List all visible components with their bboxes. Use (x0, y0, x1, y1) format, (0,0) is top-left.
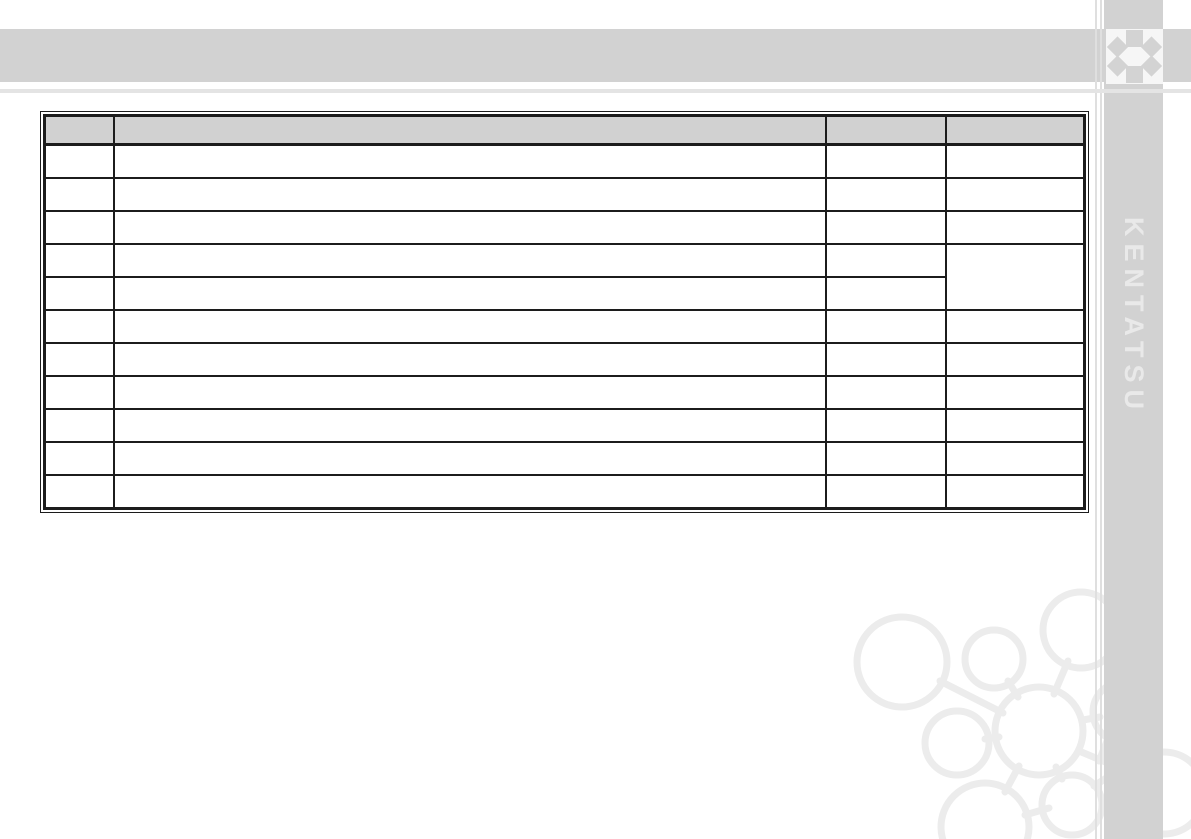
table-row (43, 441, 1086, 476)
header-band (0, 29, 1191, 82)
table-cell (944, 177, 1086, 212)
table-cell (944, 408, 1086, 443)
data-table-container (40, 111, 1089, 513)
kentatsu-logo-tile (1106, 29, 1163, 84)
table-cell (112, 243, 827, 278)
table-cell (824, 177, 947, 212)
table-cell (112, 276, 827, 311)
table-row (43, 276, 1085, 311)
table-header-cell (824, 114, 947, 146)
table-row (43, 408, 1086, 443)
brand-vertical-text: KENTATSU (1119, 216, 1149, 416)
table-cell (944, 243, 1086, 311)
table-cell (824, 309, 947, 344)
table-row (43, 243, 1086, 311)
table-cell (944, 143, 1086, 179)
molecule-decoration (853, 588, 1191, 839)
vertical-rule-inner (1100, 0, 1102, 839)
table-cell (824, 276, 947, 311)
table-row (43, 309, 1086, 344)
table-cell (112, 375, 827, 410)
table-cell (824, 243, 947, 278)
table-cell (43, 309, 115, 344)
table-header-cell (43, 114, 115, 146)
table-cell (824, 375, 947, 410)
table-row (43, 143, 1086, 179)
table-cell (43, 177, 115, 212)
table-cell (824, 143, 947, 179)
table-header-cell (944, 114, 1086, 146)
horizontal-rule (0, 89, 1191, 93)
table-cell (944, 375, 1086, 410)
table-cell (944, 210, 1086, 245)
table-cell (43, 474, 115, 510)
vertical-rule-outer (1095, 0, 1097, 839)
table-cell (824, 408, 947, 443)
table-cell (824, 474, 947, 510)
table-cell (112, 408, 827, 443)
table-cell (43, 143, 115, 179)
table-cell (43, 441, 115, 476)
table-row (43, 342, 1086, 377)
table-cell (944, 342, 1086, 377)
table-row (43, 375, 1086, 410)
table-cell (824, 210, 947, 245)
table-cell (112, 210, 827, 245)
table-cell (112, 342, 827, 377)
table-header-row (43, 114, 1086, 146)
table-cell (112, 441, 827, 476)
table-cell (112, 143, 827, 179)
table-row (43, 210, 1086, 245)
table-cell (112, 177, 827, 212)
table-cell (944, 309, 1086, 344)
table-cell (43, 210, 115, 245)
table-cell (43, 342, 115, 377)
table-body (43, 143, 1086, 510)
table-cell (43, 243, 115, 278)
kentatsu-snowflake-icon (1106, 30, 1163, 83)
table-cell (824, 441, 947, 476)
table-cell (112, 474, 827, 510)
table-cell (824, 342, 947, 377)
table-header-cell (112, 114, 827, 146)
table-cell (944, 474, 1086, 510)
table-cell (944, 441, 1086, 476)
brand-sidebar: KENTATSU (1104, 0, 1163, 839)
table-row (43, 177, 1086, 212)
table-cell (43, 375, 115, 410)
table-cell (112, 309, 827, 344)
table-cell (43, 276, 115, 311)
table-row (43, 474, 1086, 510)
table-cell (43, 408, 115, 443)
data-table (40, 111, 1089, 513)
